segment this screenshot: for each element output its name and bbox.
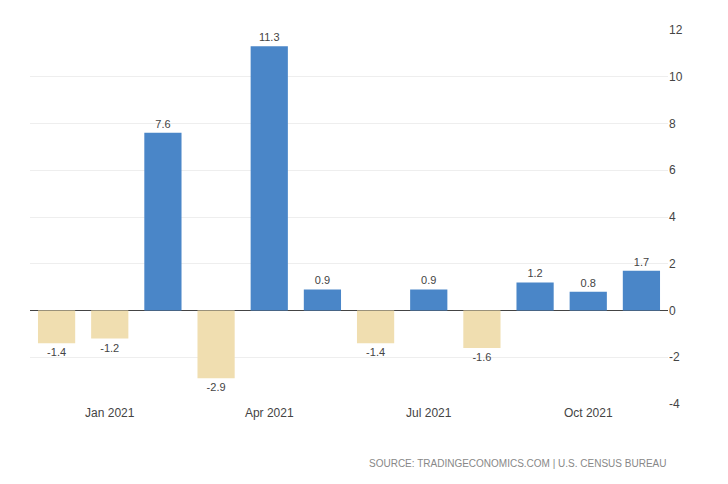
svg-text:2: 2 — [669, 257, 676, 271]
svg-text:10: 10 — [669, 70, 683, 84]
svg-text:Oct 2021: Oct 2021 — [564, 406, 613, 420]
svg-text:Jan 2021: Jan 2021 — [85, 406, 135, 420]
svg-text:Jul 2021: Jul 2021 — [406, 406, 452, 420]
svg-text:1.7: 1.7 — [634, 256, 649, 268]
svg-text:12: 12 — [669, 23, 683, 37]
svg-text:1.2: 1.2 — [527, 267, 542, 279]
svg-text:8: 8 — [669, 117, 676, 131]
svg-text:-1.2: -1.2 — [100, 342, 119, 354]
svg-text:6: 6 — [669, 163, 676, 177]
svg-text:-1.4: -1.4 — [366, 346, 385, 358]
svg-text:-2.9: -2.9 — [207, 381, 226, 393]
svg-text:-1.4: -1.4 — [47, 346, 66, 358]
svg-text:SOURCE: TRADINGECONOMICS.COM |: SOURCE: TRADINGECONOMICS.COM | U.S. CENS… — [369, 458, 666, 469]
svg-text:0.9: 0.9 — [421, 274, 436, 286]
svg-text:0.8: 0.8 — [581, 277, 596, 289]
svg-text:-4: -4 — [669, 397, 680, 411]
svg-text:0: 0 — [669, 304, 676, 318]
svg-text:7.6: 7.6 — [155, 118, 170, 130]
svg-text:4: 4 — [669, 210, 676, 224]
svg-text:Apr 2021: Apr 2021 — [245, 406, 294, 420]
svg-text:0.9: 0.9 — [315, 274, 330, 286]
svg-text:-1.6: -1.6 — [472, 351, 491, 363]
svg-text:11.3: 11.3 — [259, 31, 280, 43]
svg-text:-2: -2 — [669, 350, 680, 364]
